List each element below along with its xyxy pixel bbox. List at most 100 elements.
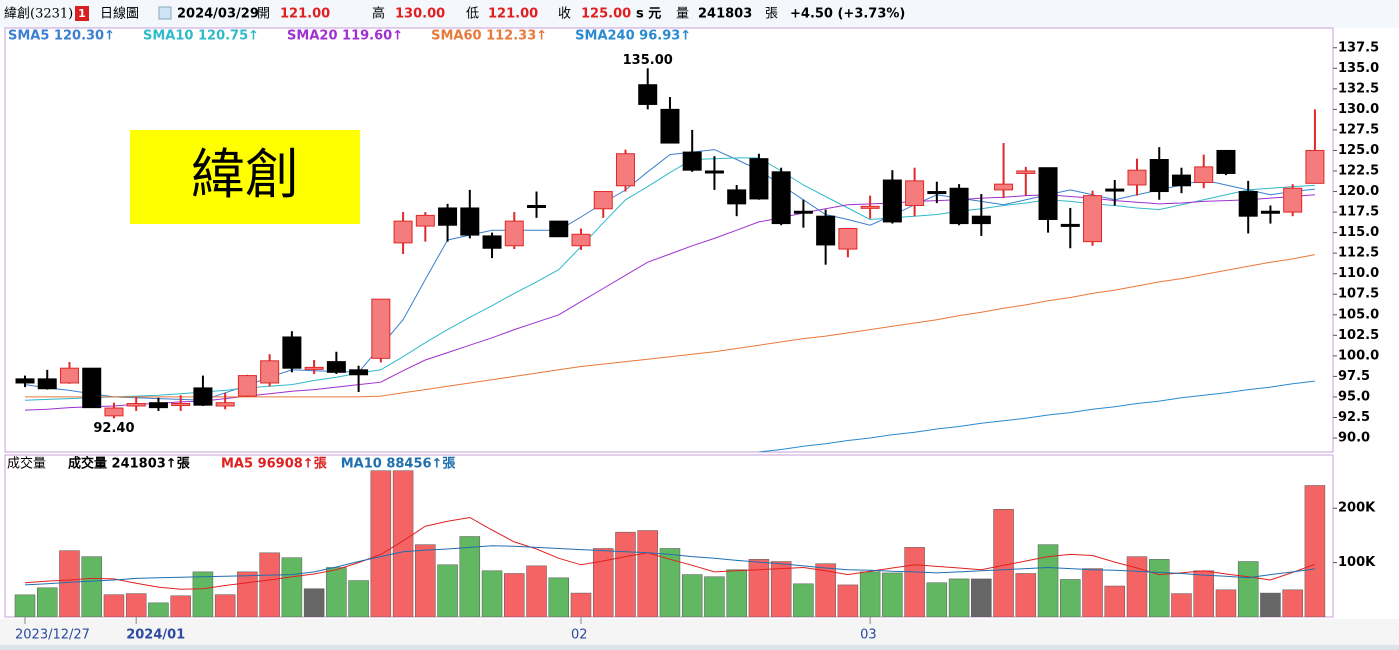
y-tick-label: 200K bbox=[1338, 501, 1376, 516]
volume-bar bbox=[570, 592, 592, 617]
candle-body bbox=[438, 207, 458, 226]
annotation: 135.00 bbox=[623, 53, 673, 68]
volume-bar bbox=[1104, 585, 1126, 617]
candle-body bbox=[838, 228, 858, 250]
candle-body bbox=[482, 235, 502, 249]
candle-body bbox=[304, 366, 324, 370]
volume-bar bbox=[1171, 593, 1192, 617]
candle-body bbox=[1260, 210, 1280, 214]
y-tick-label: 127.5 bbox=[1338, 122, 1379, 137]
candle-body bbox=[571, 233, 591, 247]
candle-body bbox=[1038, 167, 1058, 220]
volume-bar bbox=[214, 594, 236, 617]
candle-body bbox=[126, 403, 146, 407]
volume-bar bbox=[971, 578, 992, 617]
volume-bar bbox=[615, 531, 636, 617]
legend-entry: SMA5 120.30↑ bbox=[8, 29, 115, 44]
volume-bar bbox=[14, 594, 36, 617]
candle-body bbox=[1149, 158, 1169, 193]
candle-body bbox=[1238, 191, 1258, 217]
volume-bar bbox=[704, 576, 725, 617]
y-tick-label: 137.5 bbox=[1338, 40, 1379, 55]
volume-bar bbox=[326, 567, 347, 617]
candle-body bbox=[1194, 166, 1214, 184]
volume: 241803 bbox=[698, 7, 752, 22]
volume-bar bbox=[192, 571, 214, 617]
y-tick-label: 135.0 bbox=[1338, 61, 1379, 76]
volume-bar bbox=[36, 587, 58, 617]
volume-bar bbox=[125, 593, 147, 617]
volume-bar bbox=[548, 577, 570, 617]
candle-body bbox=[37, 378, 57, 390]
candle-body bbox=[1283, 187, 1303, 213]
volume-plot bbox=[14, 470, 1326, 617]
x-tick-label: 2024/01 bbox=[126, 628, 185, 643]
candle-body bbox=[1060, 223, 1080, 227]
candle-body bbox=[148, 402, 168, 409]
volume-legend: 成交量 241803↑張 bbox=[68, 456, 191, 472]
y-tick-label: 125.0 bbox=[1338, 143, 1379, 158]
ma-line bbox=[24, 545, 1315, 586]
unit: s 元 bbox=[636, 7, 661, 22]
candle-body bbox=[994, 183, 1014, 191]
candle-body bbox=[349, 369, 369, 376]
volume-bar bbox=[1037, 544, 1059, 617]
date: 2024/03/29 bbox=[177, 7, 259, 22]
volume-bar bbox=[1237, 561, 1259, 617]
volume-bar bbox=[148, 602, 169, 617]
candle-body bbox=[593, 191, 613, 210]
volume-bar bbox=[103, 594, 125, 617]
badge-box bbox=[75, 6, 89, 21]
volume-bar bbox=[815, 563, 836, 617]
y-tick-label: 105.0 bbox=[1338, 307, 1379, 322]
volume-bar bbox=[81, 556, 102, 617]
y-tick-label: 95.0 bbox=[1338, 389, 1370, 404]
low: 121.00 bbox=[488, 7, 538, 22]
low-label: 低 bbox=[466, 7, 479, 22]
checkbox[interactable] bbox=[158, 6, 172, 20]
high: 130.00 bbox=[395, 7, 445, 22]
volume-bar bbox=[659, 548, 681, 617]
y-tick-label: 107.5 bbox=[1338, 287, 1379, 302]
y-tick-label: 132.5 bbox=[1338, 81, 1379, 96]
x-tick-label: 03 bbox=[860, 628, 877, 643]
volume-bar bbox=[637, 530, 658, 617]
candle-body bbox=[905, 180, 925, 207]
logo-box bbox=[130, 130, 360, 224]
volume-bar bbox=[859, 571, 881, 617]
candle-body bbox=[949, 187, 969, 225]
volume-bar bbox=[348, 580, 369, 617]
legend-entry: SMA10 120.75↑ bbox=[143, 29, 259, 44]
volume-bar bbox=[1148, 559, 1170, 617]
candle-body bbox=[860, 205, 880, 209]
volume-bar bbox=[415, 544, 436, 617]
volume-bar bbox=[303, 588, 325, 617]
volume-bar bbox=[59, 550, 80, 617]
volume-bar bbox=[793, 583, 814, 617]
volume-bar bbox=[1260, 592, 1281, 617]
volume-title: 成交量 bbox=[7, 456, 46, 472]
legend-entry: SMA60 112.33↑ bbox=[431, 29, 547, 44]
volume-bar bbox=[1215, 589, 1237, 617]
candle-body bbox=[282, 336, 302, 369]
x-tick-label: 2023/12/27 bbox=[15, 628, 90, 643]
period: 日線圖 bbox=[100, 6, 139, 22]
volume-bar bbox=[504, 573, 525, 617]
candle-body bbox=[816, 215, 836, 246]
candle-body bbox=[927, 191, 947, 195]
candle-body bbox=[971, 215, 991, 225]
candle-body bbox=[1216, 149, 1236, 174]
y-tick-label: 100K bbox=[1338, 555, 1376, 570]
y-tick-label: 120.0 bbox=[1338, 184, 1379, 199]
open-label: 開 bbox=[257, 7, 270, 22]
candle-body bbox=[882, 179, 902, 223]
volume-bar bbox=[748, 559, 770, 617]
candle-body bbox=[371, 298, 391, 359]
candle-body bbox=[260, 360, 280, 384]
candle-body bbox=[504, 220, 524, 247]
candle-body bbox=[171, 403, 191, 407]
y-tick-label: 90.0 bbox=[1338, 431, 1370, 446]
y-tick-label: 117.5 bbox=[1338, 205, 1379, 220]
candle-body bbox=[59, 367, 79, 384]
volume-bar bbox=[948, 578, 970, 617]
